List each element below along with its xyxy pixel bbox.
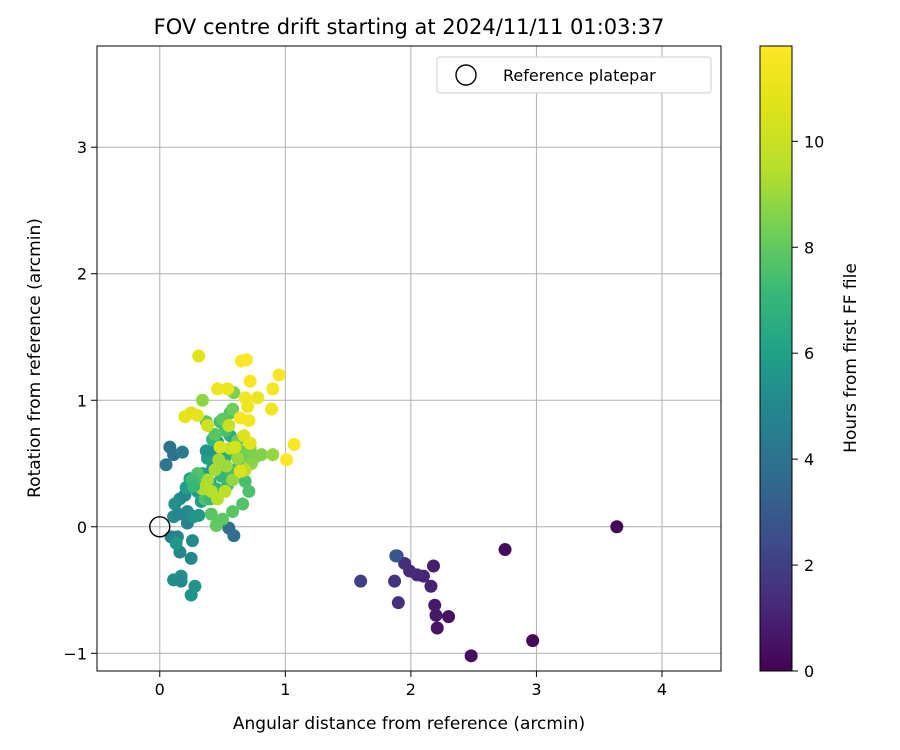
data-point (174, 574, 188, 588)
y-tick-label: 2 (77, 265, 87, 284)
data-point (204, 507, 218, 521)
data-point (208, 463, 222, 477)
data-point (218, 484, 232, 498)
data-point (231, 451, 245, 465)
colorbar-gradient (759, 45, 793, 672)
x-tick-label: 2 (406, 680, 416, 699)
data-point (464, 649, 478, 663)
data-point (429, 608, 443, 622)
data-point (238, 474, 252, 488)
x-axis-label: Angular distance from reference (arcmin) (233, 714, 585, 734)
x-tick-label: 4 (657, 680, 667, 699)
data-point (222, 419, 236, 433)
data-point (242, 413, 256, 427)
plot-frame (96, 45, 722, 672)
data-point (221, 382, 235, 396)
data-point (184, 588, 198, 602)
data-point (209, 519, 223, 533)
data-point (195, 393, 209, 407)
data-point (243, 374, 257, 388)
data-point (200, 419, 214, 433)
data-point (251, 391, 265, 405)
data-point (226, 473, 240, 487)
data-point (192, 349, 206, 363)
data-point (239, 353, 253, 367)
data-point (192, 508, 206, 522)
data-point (169, 536, 183, 550)
data-point (265, 402, 279, 416)
data-point (266, 448, 280, 462)
colorbar-tick-label: 10 (804, 132, 824, 151)
legend: Reference platepar (436, 56, 712, 94)
y-axis-ticks: −1 0 1 2 3 (63, 138, 97, 663)
colorbar-tick-label: 0 (804, 662, 814, 681)
colorbar-label: Hours from first FF file (841, 263, 861, 453)
data-point (280, 453, 294, 467)
data-point (354, 574, 368, 588)
data-point (185, 534, 199, 548)
y-axis-label: Rotation from reference (arcmin) (25, 218, 45, 498)
data-point (213, 440, 227, 454)
legend-marker (455, 64, 477, 86)
data-point (187, 479, 201, 493)
x-tick-label: 0 (155, 680, 165, 699)
data-point (211, 382, 225, 396)
data-point (226, 505, 240, 519)
data-point (498, 543, 512, 557)
y-tick-label: 3 (77, 138, 87, 157)
data-point (266, 382, 280, 396)
data-point (242, 484, 256, 498)
data-point (287, 438, 301, 452)
colorbar-tick-label: 2 (804, 556, 814, 575)
data-point (228, 440, 242, 454)
data-point (199, 444, 213, 458)
chart-title: FOV centre drift starting at 2024/11/11 … (154, 15, 665, 39)
data-point (233, 464, 247, 478)
colorbar: 0 2 4 6 8 10 Hours from first FF file (759, 45, 861, 681)
data-point (190, 408, 204, 422)
x-tick-label: 1 (280, 680, 290, 699)
data-point (389, 549, 403, 563)
data-point (227, 529, 241, 543)
data-point (226, 402, 240, 416)
data-point (428, 598, 442, 612)
data-point (236, 497, 250, 511)
y-tick-label: −1 (63, 644, 87, 663)
colorbar-tick-label: 8 (804, 238, 814, 257)
colorbar-ticks: 0 2 4 6 8 10 (792, 132, 824, 681)
scatter-points (159, 349, 624, 663)
data-point (175, 445, 189, 459)
data-point (442, 610, 456, 624)
data-point (424, 579, 438, 593)
plot-area (96, 45, 722, 672)
y-tick-label: 0 (77, 518, 87, 537)
data-point (426, 559, 440, 573)
y-tick-label: 1 (77, 391, 87, 410)
x-axis-ticks: 0 1 2 3 4 (155, 671, 667, 699)
data-point (241, 400, 255, 414)
data-point (178, 410, 192, 424)
legend-box (436, 56, 712, 94)
colorbar-tick-label: 4 (804, 450, 814, 469)
data-point (430, 621, 444, 635)
data-point (243, 436, 257, 450)
data-point (254, 448, 268, 462)
data-point (388, 574, 402, 588)
data-point (526, 634, 540, 648)
data-point (208, 427, 222, 441)
data-point (184, 551, 198, 565)
x-tick-label: 3 (531, 680, 541, 699)
data-point (391, 596, 405, 610)
reference-platepar-point (149, 516, 171, 538)
colorbar-tick-label: 6 (804, 344, 814, 363)
data-point (159, 458, 173, 472)
data-point (212, 453, 226, 467)
data-point (272, 368, 286, 382)
data-point (610, 520, 624, 534)
legend-label: Reference platepar (503, 66, 656, 85)
